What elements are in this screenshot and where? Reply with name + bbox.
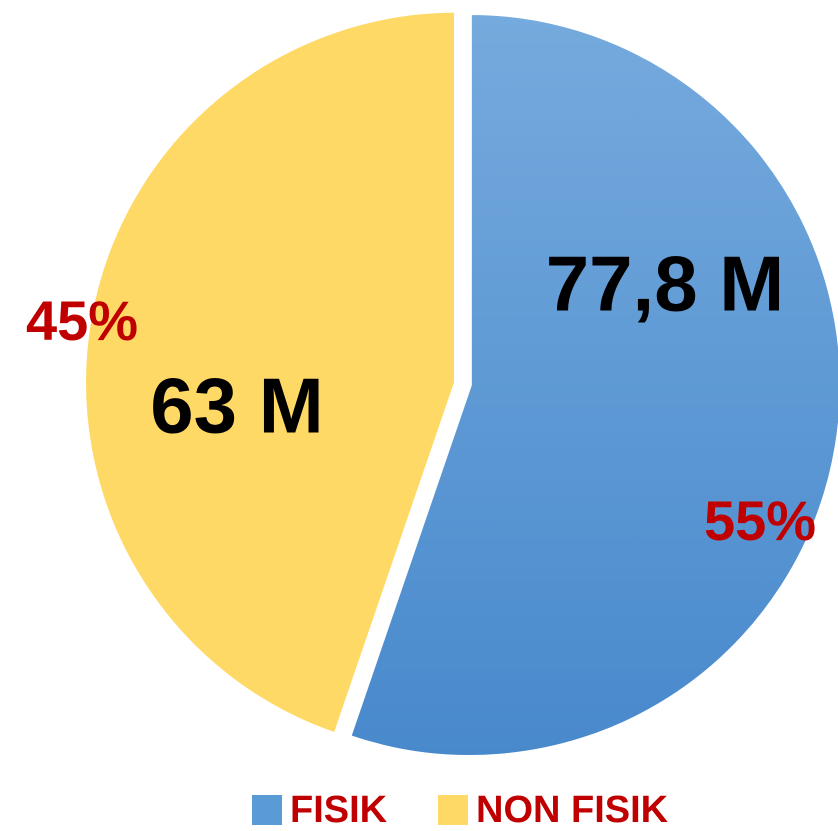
value-label: 77,8 M [546,240,784,328]
legend-label: NON FISIK [476,789,669,831]
pie-slice [82,8,459,737]
legend-swatch [252,795,282,825]
pie-slice [347,10,838,759]
value-label: 63 M [150,362,323,450]
percentage-label: 45% [26,289,138,352]
legend-label: FISIK [290,789,388,831]
percentage-label: 55% [704,489,816,552]
legend-swatch [438,795,468,825]
